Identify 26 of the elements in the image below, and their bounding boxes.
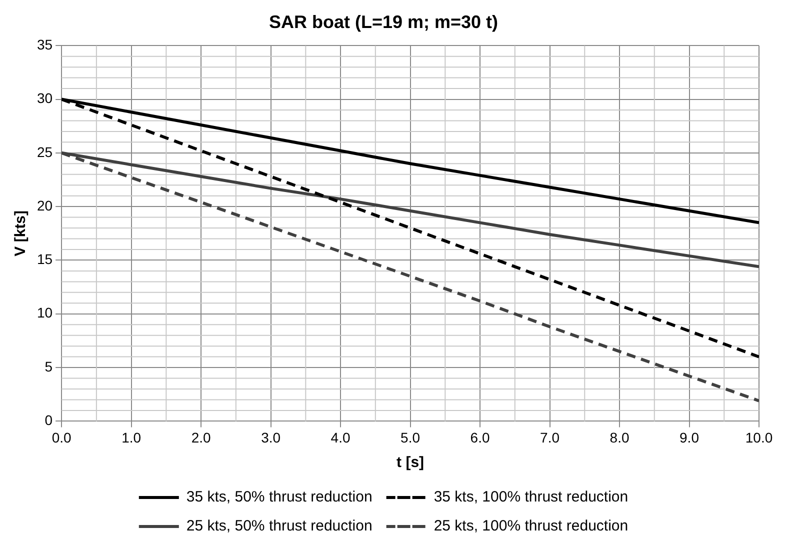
y-tick-label: 30 (36, 90, 53, 106)
x-tick-label: 6.0 (470, 429, 490, 446)
y-tick-label: 10 (36, 304, 53, 321)
chart-title: SAR boat (L=19 m; m=30 t) (268, 12, 498, 32)
y-tick-label: 0 (44, 412, 53, 428)
legend-label: 35 kts, 50% thrust reduction (186, 488, 372, 506)
x-tick-label: 1.0 (122, 429, 142, 446)
x-tick-label: 4.0 (330, 429, 350, 446)
y-tick-label: 5 (44, 358, 53, 374)
y-tick-label: 25 (36, 144, 53, 160)
x-tick-label: 3.0 (261, 429, 281, 446)
y-tick-label: 20 (36, 197, 53, 214)
x-axis-title: t [s] (396, 454, 424, 472)
x-tick-label: 5.0 (400, 429, 420, 446)
x-tick-label: 10.0 (745, 429, 773, 446)
y-tick-label: 15 (36, 251, 53, 268)
legend-label: 25 kts, 100% thrust reduction (434, 518, 628, 535)
legend-label: 35 kts, 100% thrust reduction (434, 488, 628, 506)
y-axis-title: V [kts] (12, 210, 30, 256)
x-tick-label: 8.0 (610, 429, 630, 446)
y-tick-label: 35 (36, 36, 53, 52)
x-tick-label: 7.0 (540, 429, 560, 446)
x-tick-label: 9.0 (680, 429, 700, 446)
x-tick-label: 2.0 (191, 429, 211, 446)
x-tick-label: 0.0 (52, 429, 72, 446)
legend-label: 25 kts, 50% thrust reduction (186, 518, 372, 535)
